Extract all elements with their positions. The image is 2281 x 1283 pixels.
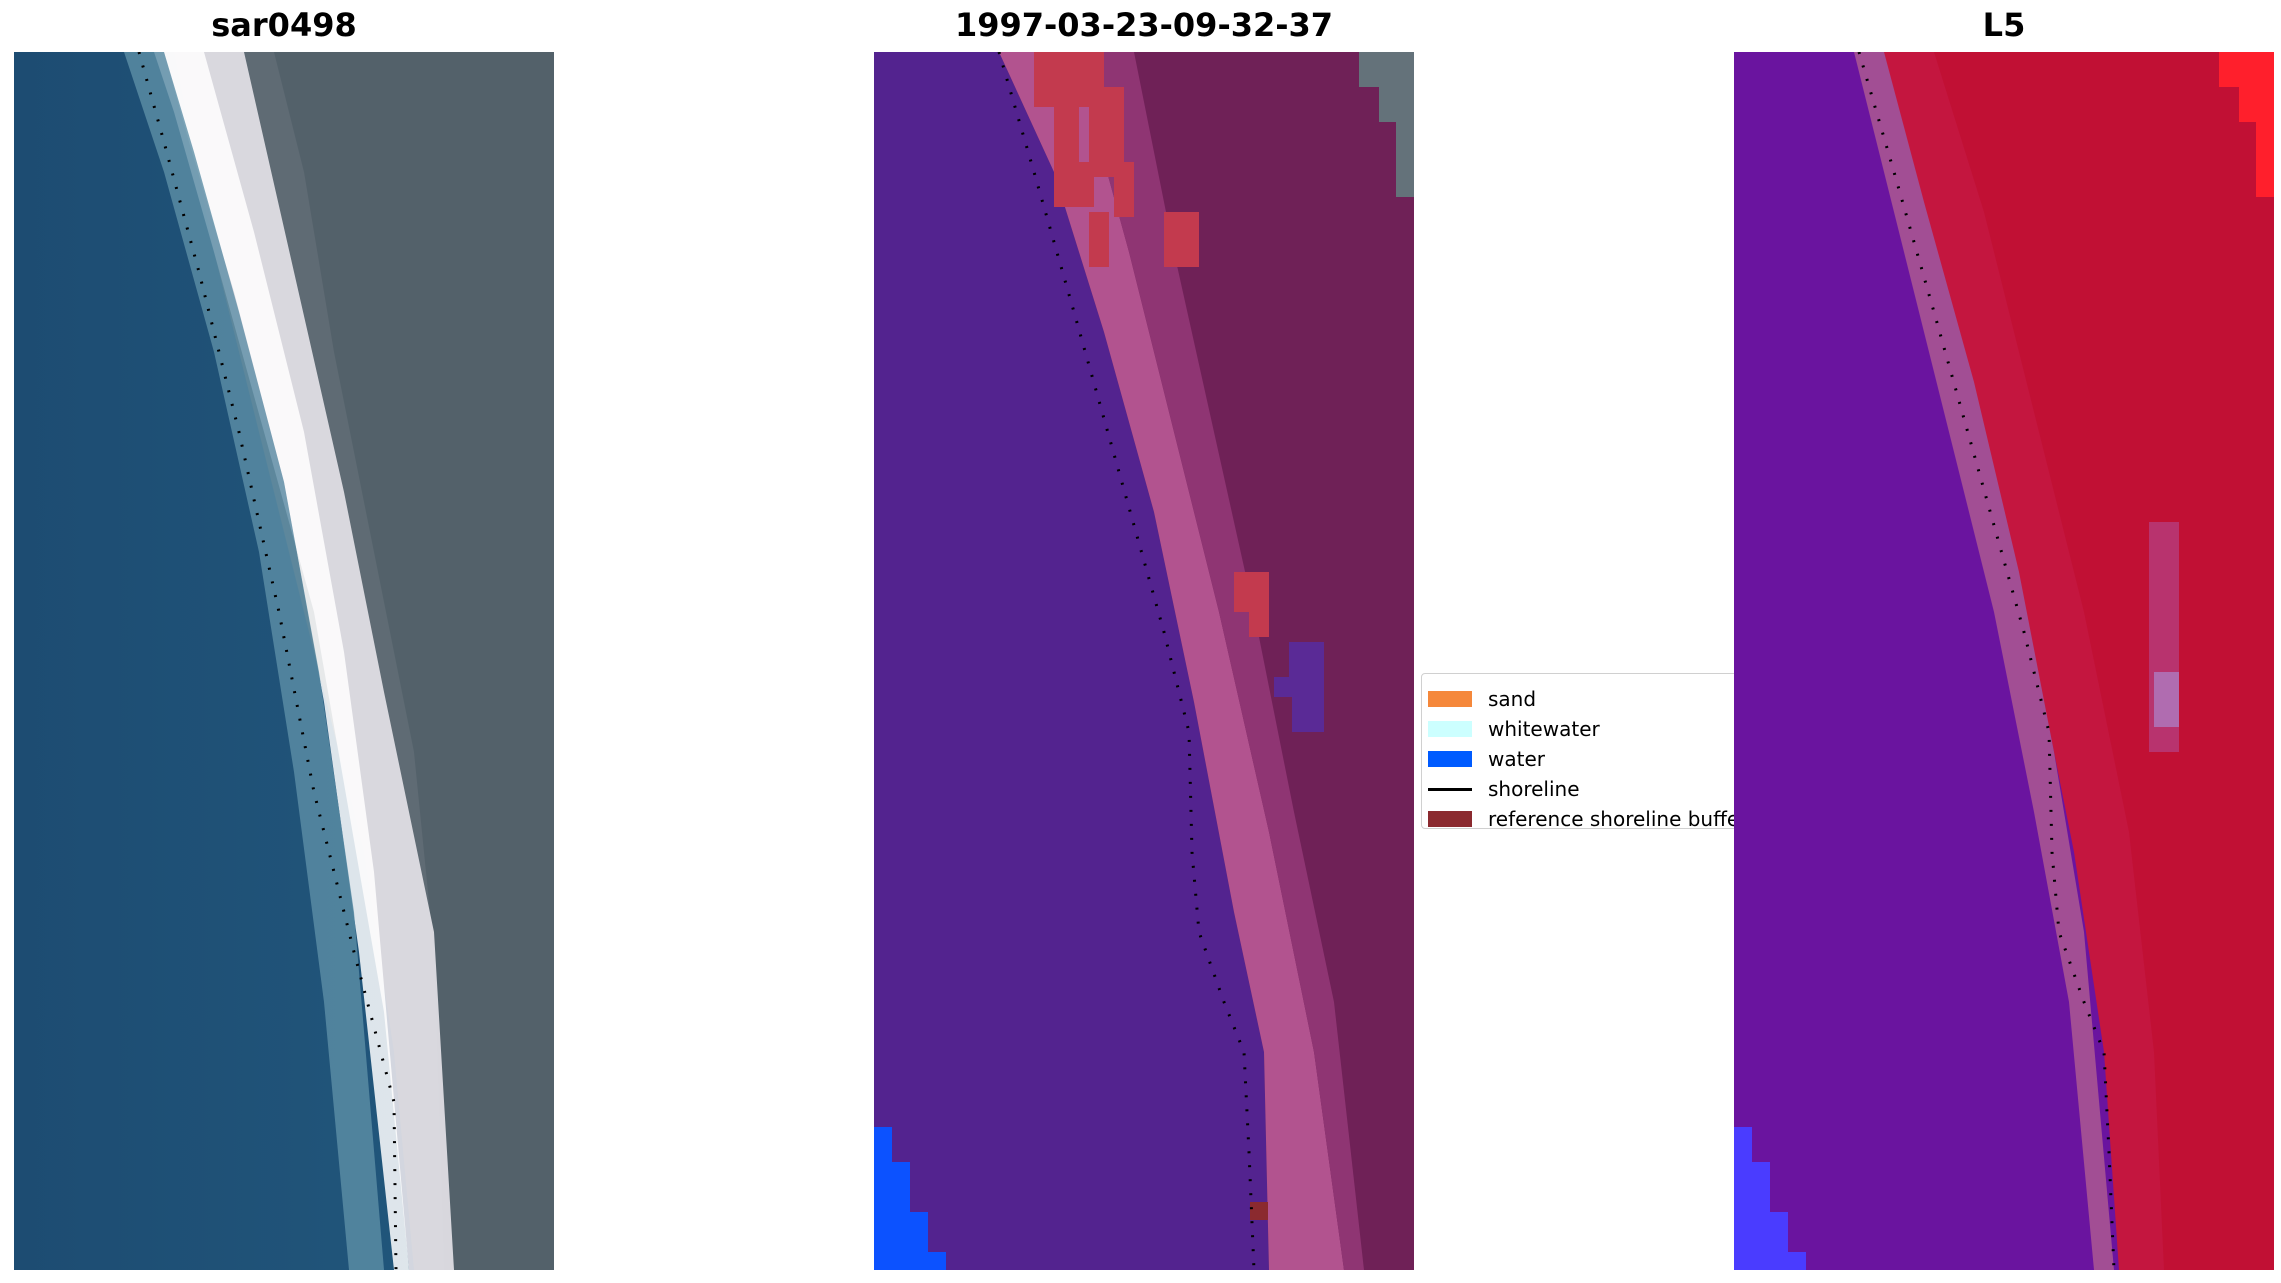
legend-label-shoreline: shoreline: [1488, 777, 1580, 801]
legend-swatch-whitewater: [1428, 721, 1472, 737]
legend-item-water: water: [1428, 747, 1545, 771]
legend-label-sand: sand: [1488, 687, 1537, 711]
legend-item-whitewater: whitewater: [1428, 717, 1600, 741]
panel-title-rgb: sar0498: [211, 6, 357, 44]
legend-label-water: water: [1488, 747, 1545, 771]
legend-swatch-water: [1428, 751, 1472, 767]
legend: sand whitewater water shoreline referenc…: [1421, 673, 1741, 829]
legend-item-shoreline: shoreline: [1428, 777, 1580, 801]
rgb-satellite-image: [14, 52, 554, 1270]
legend-item-sand: sand: [1428, 687, 1537, 711]
panel-title-classified: 1997-03-23-09-32-37: [954, 6, 1334, 44]
panel-title-index: L5: [1982, 6, 2026, 44]
legend-item-reference-buffer: reference shoreline buffer: [1428, 807, 1741, 829]
legend-label-whitewater: whitewater: [1488, 717, 1600, 741]
legend-label-reference-buffer: reference shoreline buffer: [1488, 807, 1741, 829]
legend-line-shoreline: [1428, 787, 1472, 791]
index-image: [1734, 52, 2274, 1270]
classified-image: [874, 52, 1414, 1270]
legend-swatch-reference-buffer: [1428, 811, 1472, 827]
legend-swatch-sand: [1428, 691, 1472, 707]
